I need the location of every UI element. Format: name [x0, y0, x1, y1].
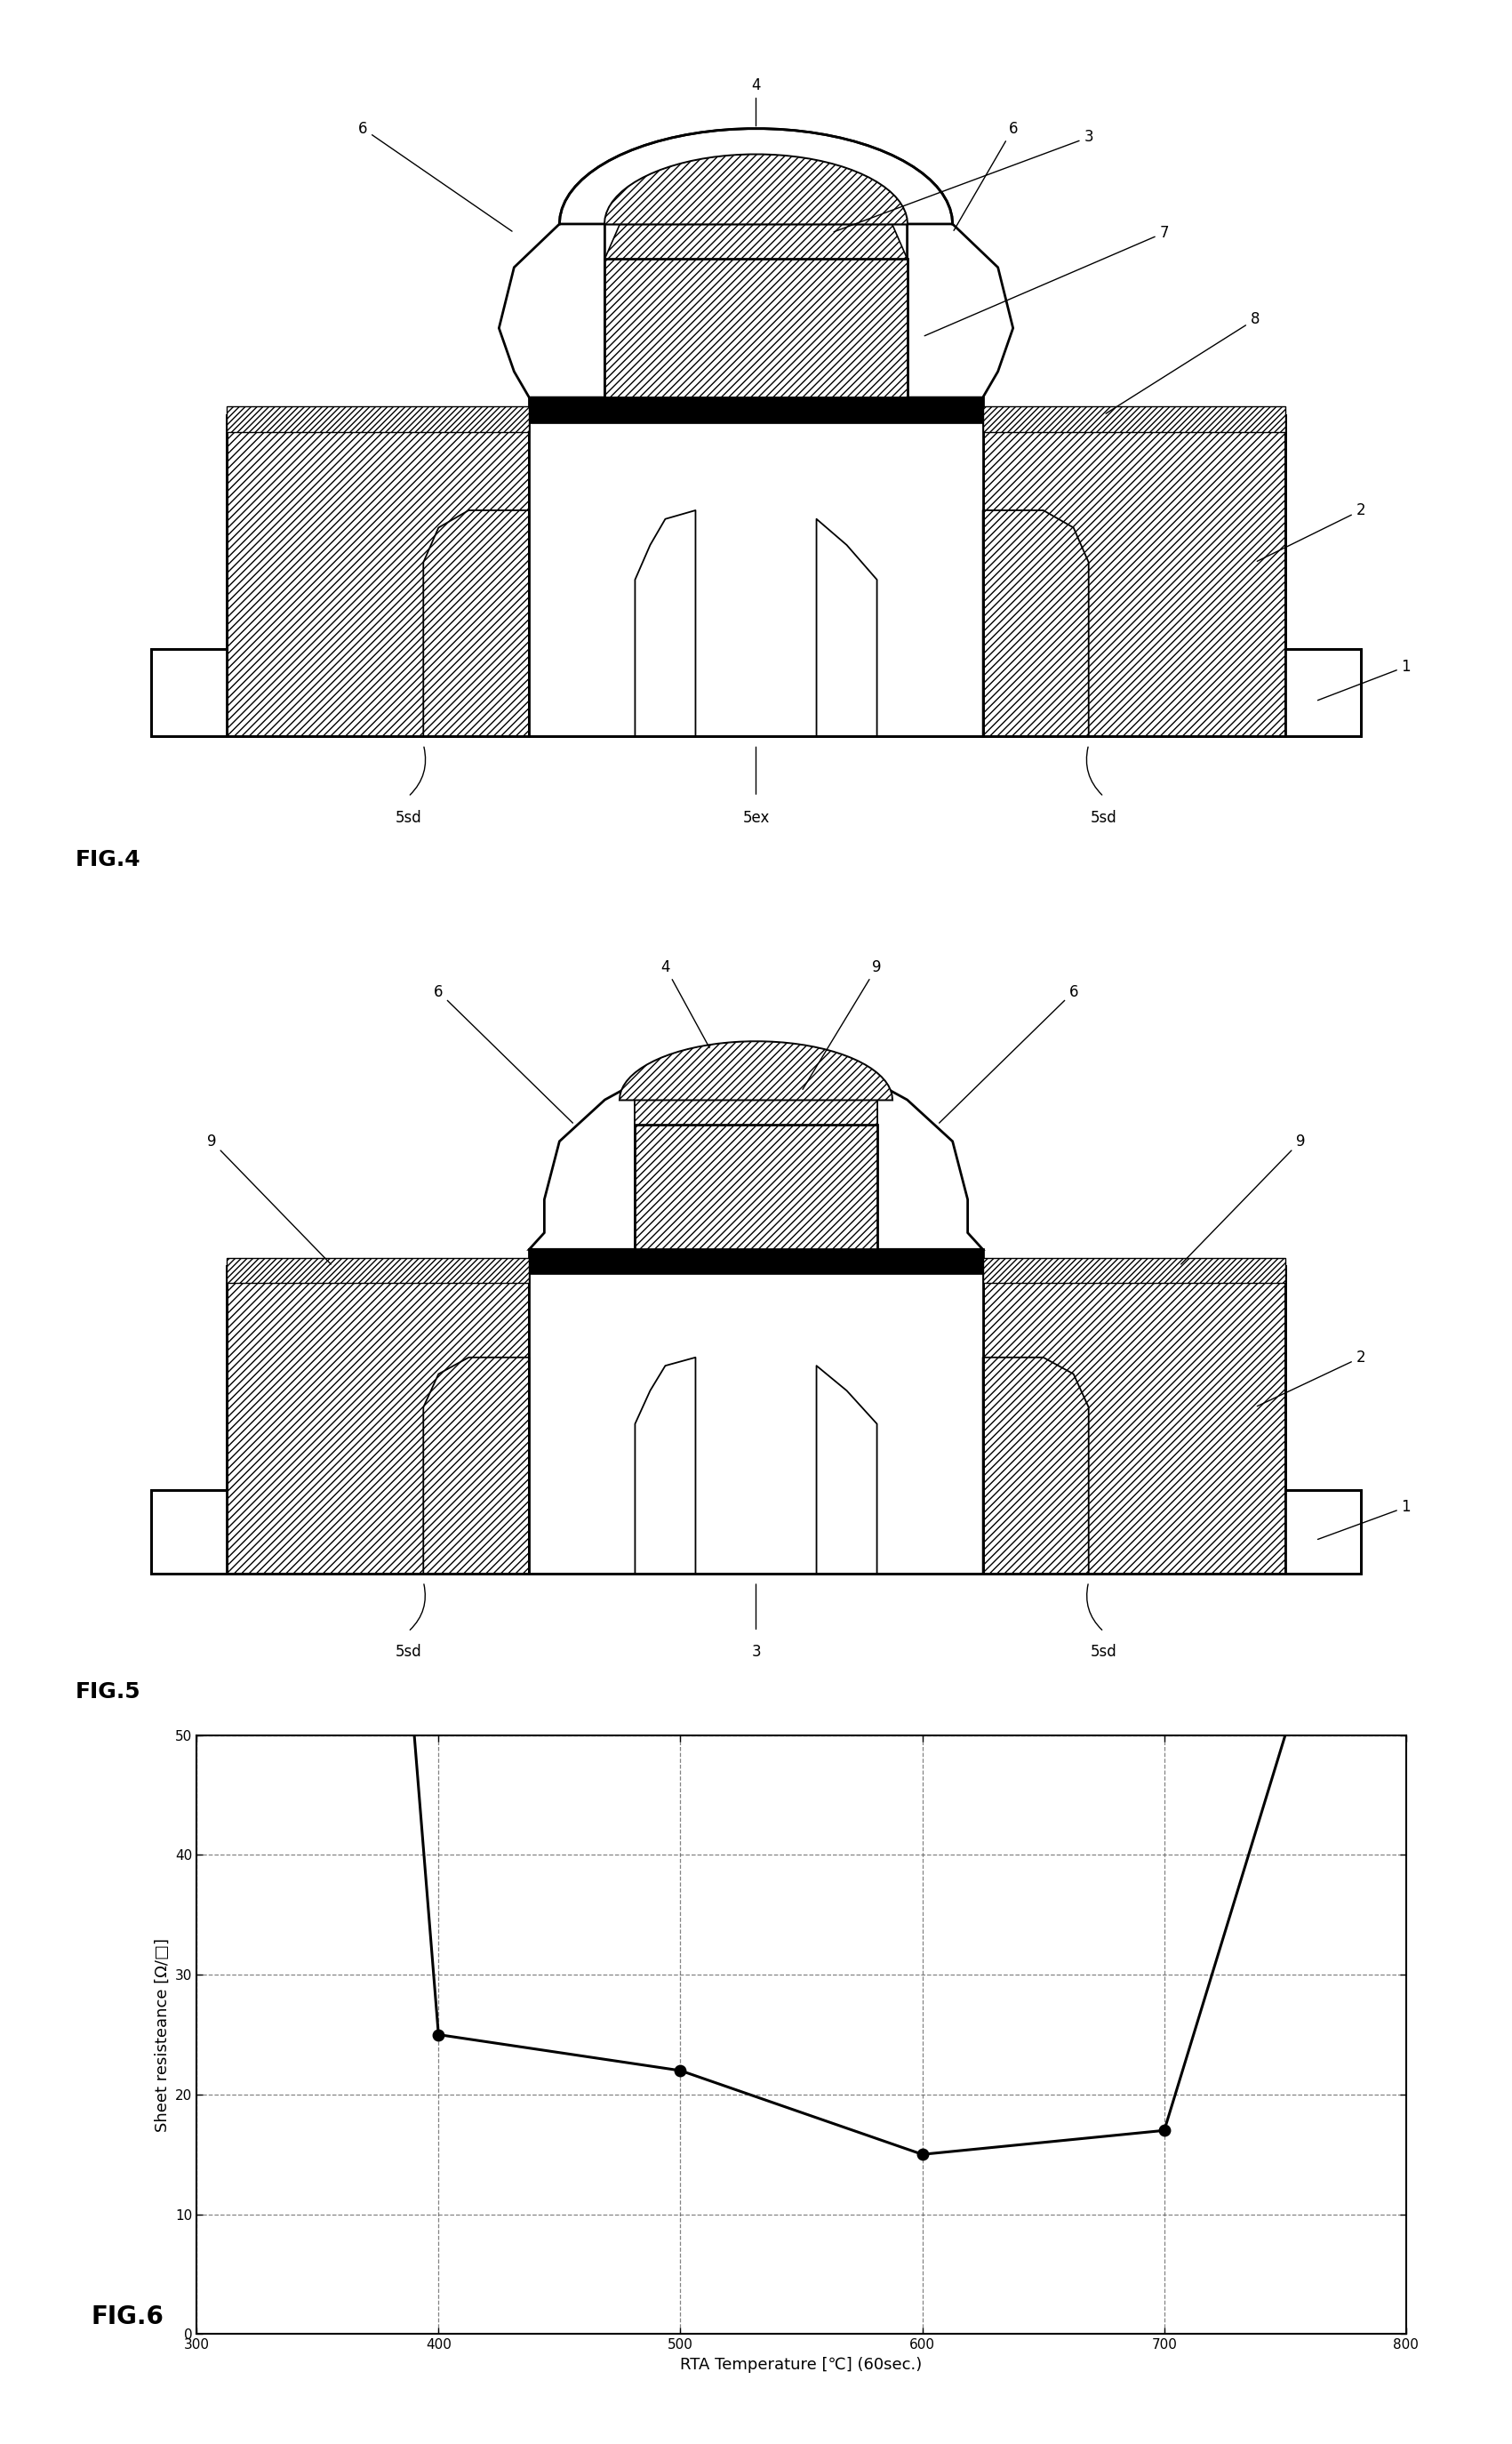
- Polygon shape: [227, 1259, 529, 1283]
- Text: 4: 4: [661, 958, 709, 1048]
- Text: 3: 3: [751, 1645, 761, 1659]
- Text: FIG.6: FIG.6: [91, 2305, 163, 2329]
- Polygon shape: [605, 154, 907, 225]
- Polygon shape: [983, 415, 1285, 736]
- Polygon shape: [983, 1259, 1285, 1283]
- Text: 5sd: 5sd: [1090, 1645, 1117, 1659]
- Text: 2: 2: [1256, 503, 1365, 562]
- Text: 5sd: 5sd: [395, 1645, 422, 1659]
- Polygon shape: [227, 1266, 529, 1574]
- Text: 6: 6: [954, 120, 1018, 230]
- Polygon shape: [1285, 1491, 1361, 1574]
- Polygon shape: [635, 1100, 877, 1124]
- Polygon shape: [151, 650, 227, 736]
- Polygon shape: [635, 1124, 877, 1249]
- Text: 1: 1: [1318, 1498, 1411, 1540]
- Polygon shape: [529, 415, 983, 736]
- Polygon shape: [529, 1266, 983, 1574]
- Polygon shape: [983, 1266, 1285, 1574]
- Polygon shape: [605, 259, 907, 398]
- Text: 7: 7: [924, 225, 1169, 335]
- Text: 8: 8: [1105, 310, 1259, 413]
- Polygon shape: [559, 130, 953, 225]
- Y-axis label: Sheet resisteance [Ω/□]: Sheet resisteance [Ω/□]: [154, 1938, 169, 2131]
- Polygon shape: [499, 208, 605, 398]
- Text: 3: 3: [835, 130, 1093, 232]
- Text: FIG.4: FIG.4: [76, 848, 141, 870]
- Text: 5sd: 5sd: [395, 811, 422, 826]
- Polygon shape: [227, 415, 529, 736]
- Text: 6: 6: [358, 120, 513, 232]
- Text: 5sd: 5sd: [1090, 811, 1117, 826]
- Polygon shape: [529, 1083, 635, 1249]
- Polygon shape: [529, 398, 983, 423]
- Text: 4: 4: [751, 78, 761, 127]
- Polygon shape: [151, 1491, 227, 1574]
- Polygon shape: [605, 225, 907, 259]
- Polygon shape: [620, 1041, 892, 1100]
- Text: 6: 6: [434, 985, 573, 1122]
- Text: 9: 9: [1181, 1134, 1305, 1264]
- Text: 9: 9: [803, 958, 881, 1090]
- Text: 6: 6: [939, 985, 1078, 1122]
- Text: 2: 2: [1256, 1349, 1365, 1405]
- Polygon shape: [1285, 650, 1361, 736]
- Polygon shape: [907, 208, 1013, 398]
- X-axis label: RTA Temperature [℃] (60sec.): RTA Temperature [℃] (60sec.): [680, 2356, 922, 2373]
- Polygon shape: [983, 406, 1285, 433]
- Polygon shape: [605, 154, 907, 225]
- Text: 9: 9: [207, 1134, 331, 1264]
- Text: 5ex: 5ex: [742, 811, 770, 826]
- Text: 1: 1: [1318, 657, 1411, 701]
- Text: FIG.5: FIG.5: [76, 1681, 141, 1703]
- Polygon shape: [529, 1249, 983, 1273]
- Polygon shape: [227, 406, 529, 433]
- Polygon shape: [877, 1083, 983, 1249]
- Polygon shape: [620, 1041, 892, 1100]
